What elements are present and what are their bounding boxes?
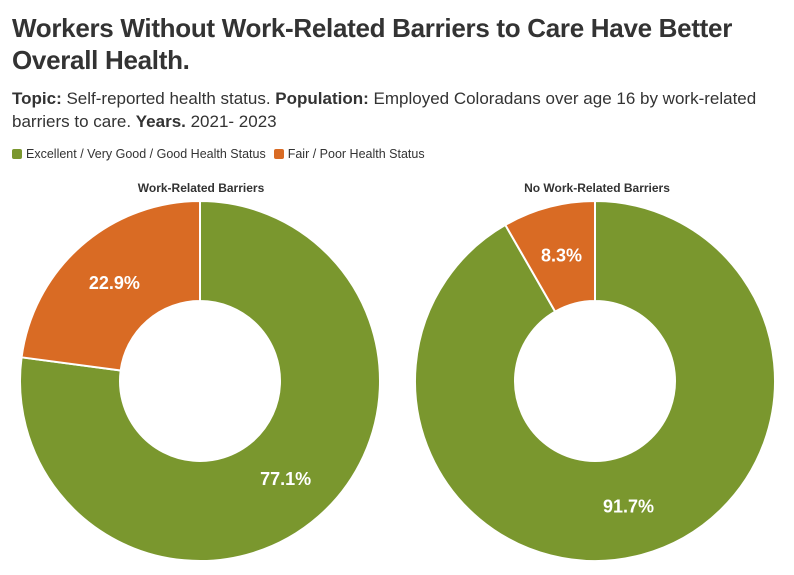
chart-1-slice-1[interactable] xyxy=(19,199,381,562)
legend-label-good: Excellent / Very Good / Good Health Stat… xyxy=(26,147,266,161)
chart-1-title: Work-Related Barriers xyxy=(137,181,265,195)
chart-2-data-label-1: 91.7% xyxy=(603,497,654,517)
legend-item-good[interactable]: Excellent / Very Good / Good Health Stat… xyxy=(12,147,266,161)
legend-swatch-poor xyxy=(273,149,284,159)
legend: Excellent / Very Good / Good Health Stat… xyxy=(12,147,433,161)
chart-1-data-label-1: 77.1% xyxy=(260,469,311,489)
chart-2-data-label-2: 8.3% xyxy=(541,245,582,265)
chart-2-title: No Work-Related Barriers xyxy=(524,181,670,195)
chart-2-slice-1[interactable] xyxy=(414,199,776,562)
years-text: 2021- 2023 xyxy=(185,112,277,131)
years-label: Years. xyxy=(135,112,186,131)
population-label: Population: xyxy=(275,89,369,108)
legend-swatch-good xyxy=(12,149,22,159)
chart-subtitle: Topic: Self-reported health status. Popu… xyxy=(12,87,782,133)
population-text: Employed Coloradans over age 16 by work-… xyxy=(12,89,757,131)
chart-1-data-label-2: 22.9% xyxy=(89,273,140,293)
chart-1-slice-2[interactable] xyxy=(20,199,201,372)
topic-text: Self-reported health status. xyxy=(61,89,276,108)
legend-item-poor[interactable]: Fair / Poor Health Status xyxy=(273,147,425,161)
topic-label: Topic: xyxy=(12,89,62,108)
chart-2-slice-2[interactable] xyxy=(503,199,596,313)
legend-label-poor: Fair / Poor Health Status xyxy=(287,147,425,161)
chart-title: Workers Without Work-Related Barriers to… xyxy=(12,13,733,75)
